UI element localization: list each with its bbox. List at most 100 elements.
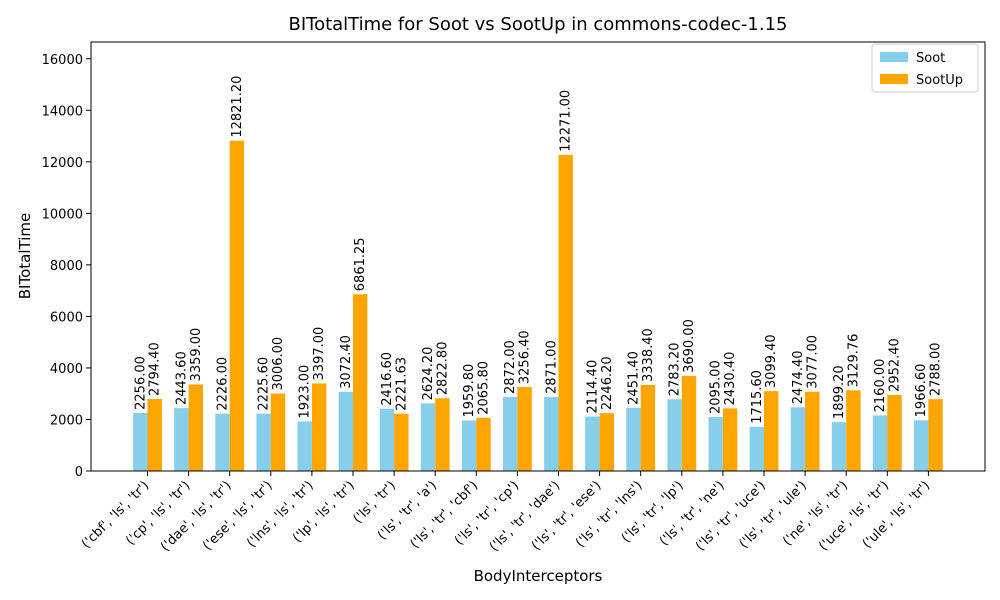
bar-sootup-15 — [764, 391, 779, 471]
value-label-soot-1: 2443.60 — [174, 351, 189, 405]
bar-sootup-13 — [681, 375, 697, 471]
value-label-soot-10: 2871.00 — [544, 340, 559, 394]
y-tick-label-3: 6000 — [50, 310, 83, 325]
bar-soot-9 — [503, 397, 518, 471]
bar-sootup-9 — [517, 387, 532, 471]
value-label-soot-2: 2226.00 — [216, 357, 231, 411]
value-label-sootup-4: 3397.00 — [312, 327, 327, 381]
bar-sootup-12 — [640, 384, 656, 471]
value-label-soot-16: 2474.40 — [791, 350, 806, 404]
bar-sootup-18 — [887, 394, 902, 471]
value-label-soot-12: 2451.40 — [627, 351, 642, 405]
legend-swatch-soot — [880, 52, 908, 62]
bar-soot-1 — [174, 408, 189, 471]
x-axis-label: BodyInterceptors — [474, 567, 603, 585]
value-label-soot-13: 2783.20 — [668, 343, 683, 397]
bar-sootup-0 — [147, 399, 162, 471]
value-label-sootup-2: 12821.20 — [230, 76, 245, 138]
bar-sootup-17 — [846, 390, 861, 471]
value-label-soot-0: 2256.00 — [133, 356, 148, 410]
value-label-sootup-0: 2794.40 — [148, 342, 163, 396]
value-label-sootup-14: 2430.40 — [723, 352, 738, 406]
bar-sootup-10 — [558, 154, 573, 471]
bar-sootup-11 — [599, 413, 614, 471]
value-label-sootup-5: 6861.25 — [353, 237, 368, 291]
value-label-soot-18: 2160.00 — [873, 359, 888, 413]
value-label-soot-7: 2624.20 — [421, 347, 436, 401]
plot-frame — [90, 41, 986, 472]
y-tick-label-7: 14000 — [42, 104, 83, 119]
value-label-soot-14: 2095.00 — [709, 360, 724, 414]
bar-soot-8 — [461, 420, 477, 471]
bar-soot-16 — [790, 407, 806, 471]
bar-soot-6 — [379, 408, 395, 471]
value-label-sootup-13: 3690.00 — [682, 319, 697, 373]
value-label-soot-4: 1923.00 — [298, 365, 313, 419]
bar-soot-3 — [256, 413, 271, 471]
value-label-sootup-17: 3129.76 — [846, 334, 861, 388]
bar-soot-11 — [585, 416, 600, 471]
bar-soot-13 — [667, 399, 682, 471]
bar-soot-7 — [420, 403, 436, 471]
value-label-soot-15: 1715.60 — [750, 370, 765, 424]
bar-soot-14 — [708, 417, 723, 471]
bar-sootup-14 — [722, 408, 738, 471]
y-tick-label-0: 0 — [75, 465, 83, 480]
value-label-sootup-9: 3256.40 — [518, 330, 533, 384]
bar-soot-17 — [831, 422, 847, 471]
value-label-soot-9: 2872.00 — [503, 340, 518, 394]
value-label-sootup-3: 3006.00 — [271, 337, 286, 391]
value-label-sootup-10: 12271.00 — [559, 90, 574, 152]
y-tick-label-1: 2000 — [50, 413, 83, 428]
value-label-soot-5: 3072.40 — [339, 335, 354, 389]
bar-sootup-2 — [229, 140, 245, 471]
bar-soot-15 — [749, 426, 764, 471]
value-label-sootup-7: 2822.80 — [435, 342, 450, 396]
bar-sootup-8 — [476, 417, 491, 471]
value-label-sootup-19: 2788.00 — [929, 342, 944, 396]
bar-sootup-5 — [353, 294, 368, 471]
legend-swatch-sootup — [880, 74, 908, 84]
value-label-soot-17: 1899.20 — [832, 365, 847, 419]
value-label-sootup-16: 3077.00 — [805, 335, 820, 389]
bar-sootup-16 — [805, 391, 820, 471]
legend-label-sootup: SootUp — [916, 73, 963, 88]
value-label-soot-19: 1966.60 — [914, 364, 929, 418]
value-label-sootup-18: 2952.40 — [888, 338, 903, 392]
chart-title: BITotalTime for Soot vs SootUp in common… — [288, 14, 787, 35]
y-tick-label-5: 10000 — [42, 207, 83, 222]
bar-sootup-4 — [311, 383, 327, 471]
value-label-sootup-11: 2246.20 — [600, 356, 615, 410]
legend-label-soot: Soot — [916, 51, 945, 66]
bar-soot-0 — [133, 412, 148, 471]
bar-sootup-6 — [394, 413, 409, 471]
bar-soot-19 — [914, 420, 929, 471]
bar-soot-18 — [872, 415, 888, 471]
value-label-soot-8: 1959.80 — [462, 364, 477, 418]
legend: Soot SootUp — [871, 43, 979, 93]
y-axis-label: BITotalTime — [16, 213, 34, 299]
bar-soot-5 — [338, 391, 353, 471]
y-tick-label-8: 16000 — [42, 53, 83, 68]
value-label-soot-3: 2225.60 — [257, 357, 272, 411]
bar-soot-4 — [297, 421, 312, 471]
value-label-sootup-8: 2065.80 — [477, 361, 492, 415]
value-label-sootup-12: 3338.40 — [641, 328, 656, 382]
y-tick-label-6: 12000 — [42, 156, 83, 171]
bar-sootup-3 — [270, 393, 286, 471]
value-label-sootup-6: 2221.63 — [394, 357, 409, 411]
bar-sootup-19 — [928, 399, 943, 471]
y-tick-label-4: 8000 — [50, 259, 83, 274]
value-label-soot-11: 2114.40 — [585, 360, 600, 414]
bar-soot-10 — [544, 397, 559, 471]
value-label-soot-6: 2416.60 — [380, 352, 395, 406]
value-label-sootup-1: 3359.00 — [189, 328, 204, 382]
bar-soot-2 — [215, 413, 230, 471]
bar-sootup-7 — [435, 398, 450, 471]
bar-sootup-1 — [188, 384, 203, 471]
bar-soot-12 — [626, 407, 641, 471]
value-label-sootup-15: 3099.40 — [764, 334, 779, 388]
